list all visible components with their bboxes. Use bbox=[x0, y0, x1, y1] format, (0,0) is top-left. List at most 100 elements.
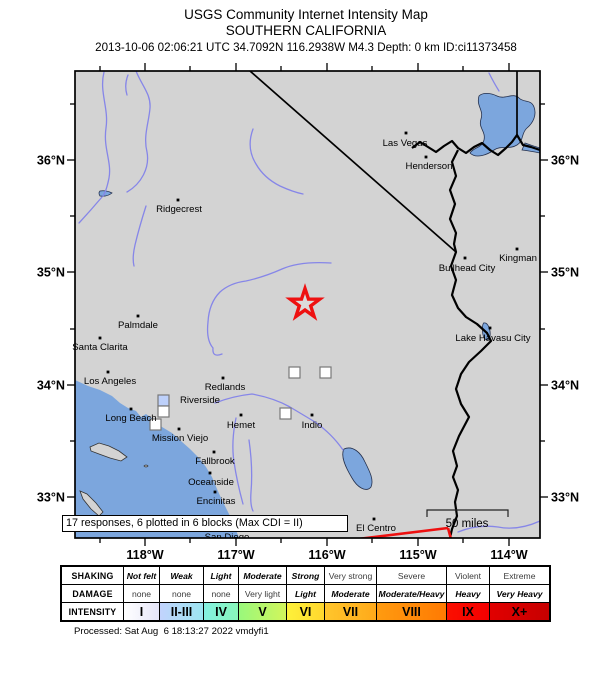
city-label: Riverside bbox=[180, 395, 220, 406]
city-dot bbox=[404, 131, 408, 135]
river bbox=[457, 520, 540, 533]
responses-status-box: 17 responses, 6 plotted in 6 blocks (Max… bbox=[62, 515, 348, 532]
city-label: Lake Havasu City bbox=[455, 333, 530, 344]
legend-cell-shaking: Weak bbox=[160, 567, 204, 584]
axis-label: 36°N bbox=[37, 154, 65, 168]
city-dot bbox=[463, 256, 467, 260]
city-dot bbox=[372, 517, 376, 521]
axis-label: 34°N bbox=[551, 379, 579, 393]
legend-cell-shaking: Very strong bbox=[325, 567, 377, 584]
city-label: Bullhead City bbox=[439, 263, 496, 274]
city-dot bbox=[515, 247, 519, 251]
legend-cell-intensity: IV bbox=[204, 603, 239, 620]
axis-label: 114°W bbox=[490, 548, 527, 562]
city-label: Mission Viejo bbox=[152, 433, 208, 444]
city-dot bbox=[221, 376, 225, 380]
city-label: Redlands bbox=[205, 382, 246, 393]
city-label: Oceanside bbox=[188, 477, 234, 488]
legend-row-shaking: SHAKING Not felt Weak Light Moderate Strong Ve… bbox=[62, 567, 549, 585]
legend-cell-damage: Light bbox=[287, 585, 325, 602]
city-label: San Diego bbox=[205, 532, 250, 543]
intensity-block bbox=[157, 394, 170, 407]
map-border bbox=[74, 70, 541, 539]
city-label: Las Vegas bbox=[383, 138, 428, 149]
legend-cell-damage: none bbox=[160, 585, 204, 602]
legend-cell-shaking: Extreme bbox=[490, 567, 549, 584]
legend-cell-intensity: I bbox=[124, 603, 160, 620]
colorado-river bbox=[448, 149, 493, 538]
intensity-block bbox=[279, 407, 292, 420]
intensity-block bbox=[319, 366, 332, 379]
fault-line bbox=[355, 526, 449, 538]
legend-cell-shaking: Severe bbox=[377, 567, 447, 584]
island bbox=[89, 442, 128, 462]
city-label: Encinitas bbox=[197, 496, 236, 507]
legend-row-label: SHAKING bbox=[62, 567, 124, 584]
page-title: USGS Community Internet Intensity Map bbox=[184, 7, 428, 22]
axis-label: 34°N bbox=[37, 379, 65, 393]
city-label: Hemet bbox=[227, 420, 256, 431]
city-label: Long Beach bbox=[105, 413, 156, 424]
legend-cell-intensity: VI bbox=[287, 603, 325, 620]
city-dot bbox=[424, 155, 428, 159]
city-label: Santa Clarita bbox=[72, 342, 128, 353]
legend-cell-shaking: Violent bbox=[447, 567, 490, 584]
city-dot bbox=[177, 427, 181, 431]
map-clipped-layers: San Diego bbox=[75, 71, 540, 543]
intensity-block bbox=[149, 418, 162, 431]
island bbox=[143, 464, 149, 468]
legend-cell-intensity: V bbox=[239, 603, 287, 620]
axis-label: 35°N bbox=[37, 266, 65, 280]
pacific-ocean bbox=[75, 380, 239, 538]
city-dot bbox=[208, 471, 212, 475]
legend-cell-shaking: Light bbox=[204, 567, 239, 584]
city-label: Los Angeles bbox=[84, 376, 136, 387]
city-label: Henderson bbox=[406, 161, 453, 172]
axis-label: 117°W bbox=[217, 548, 254, 562]
river bbox=[126, 71, 151, 193]
axis-label: 36°N bbox=[551, 154, 579, 168]
city-dot bbox=[310, 413, 314, 417]
axis-label: 116°W bbox=[308, 548, 345, 562]
city-dot bbox=[98, 336, 102, 340]
river bbox=[101, 71, 111, 197]
island bbox=[79, 490, 104, 517]
city-dot bbox=[136, 314, 140, 318]
axis-label: 115°W bbox=[399, 548, 436, 562]
epicenter-star bbox=[285, 283, 325, 321]
legend-cell-damage: Very light bbox=[239, 585, 287, 602]
axis-label: 35°N bbox=[551, 266, 579, 280]
legend-row-intensity: INTENSITY I II-III IV V VI VII VIII IX X+ bbox=[62, 603, 549, 620]
river bbox=[248, 439, 254, 512]
legend-cell-shaking: Not felt bbox=[124, 567, 160, 584]
lake bbox=[469, 92, 536, 157]
axis-label: 33°N bbox=[37, 491, 65, 505]
city-label: Fallbrook bbox=[195, 456, 235, 467]
river bbox=[214, 393, 344, 451]
intensity-block bbox=[157, 405, 170, 418]
river bbox=[232, 417, 244, 505]
event-info-line: 2013-10-06 02:06:21 UTC 34.7092N 116.293… bbox=[95, 41, 517, 54]
legend-cell-intensity: X+ bbox=[490, 603, 549, 620]
state-border bbox=[249, 71, 457, 253]
processed-timestamp: Processed: Sat Aug 6 18:13:27 2022 vmdyf… bbox=[74, 626, 269, 637]
river bbox=[132, 205, 147, 267]
legend-cell-damage: none bbox=[204, 585, 239, 602]
river bbox=[78, 196, 103, 224]
legend-cell-damage: Very Heavy bbox=[490, 585, 549, 602]
river bbox=[206, 261, 332, 356]
axis-label: 33°N bbox=[551, 491, 579, 505]
city-dot bbox=[106, 370, 110, 374]
river bbox=[488, 72, 500, 92]
intensity-block bbox=[288, 366, 301, 379]
legend-cell-damage: Moderate/Heavy bbox=[377, 585, 447, 602]
city-label: Ridgecrest bbox=[156, 204, 202, 215]
legend-cell-shaking: Moderate bbox=[239, 567, 287, 584]
legend-cell-damage: none bbox=[124, 585, 160, 602]
colorado-river bbox=[411, 133, 540, 157]
scale-bar-label: 50 miles bbox=[446, 518, 489, 530]
scale-bar bbox=[426, 509, 509, 517]
intensity-legend-table: SHAKING Not felt Weak Light Moderate Strong Ve… bbox=[60, 565, 551, 622]
